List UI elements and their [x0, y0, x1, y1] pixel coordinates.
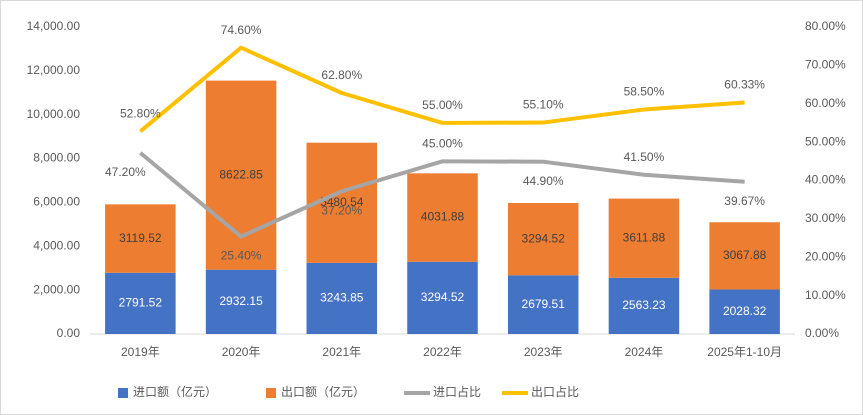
line-value-label: 74.60%: [221, 23, 262, 37]
y2-tick-label: 60.00%: [805, 96, 846, 110]
y2-tick-label: 70.00%: [805, 58, 846, 72]
legend-label: 进口占比: [433, 384, 481, 399]
bar-value-label: 2563.23: [622, 298, 666, 312]
bar-value-label: 3119.52: [119, 231, 162, 245]
line-value-label: 58.50%: [624, 85, 665, 99]
line-value-label: 52.80%: [120, 107, 161, 121]
x-tick-label: 2023年: [524, 345, 563, 359]
y-tick-label: 12,000.00: [27, 63, 81, 77]
legend-label: 进口额（亿元）: [133, 384, 217, 399]
bar-value-label: 4031.88: [421, 210, 465, 224]
line-value-label: 60.33%: [724, 78, 765, 92]
line-value-label: 47.20%: [105, 165, 146, 179]
bar: [608, 277, 680, 334]
y2-tick-label: 10.00%: [805, 288, 846, 302]
bar: [306, 262, 378, 334]
y2-tick-label: 20.00%: [805, 249, 846, 263]
line-value-label: 55.00%: [422, 98, 463, 112]
x-tick-label: 2020年: [222, 345, 261, 359]
x-tick-label: 2022年: [423, 345, 462, 359]
y-tick-label: 10,000.00: [27, 107, 81, 121]
bar: [608, 198, 680, 278]
legend-label: 出口占比: [531, 384, 579, 399]
y-tick-label: 6,000.00: [33, 195, 80, 209]
x-tick-label: 2021年: [322, 345, 361, 359]
line-value-label: 37.20%: [321, 203, 362, 217]
bar-value-label: 3243.85: [320, 291, 364, 305]
x-tick-label: 2025年1-10月: [707, 345, 782, 359]
bar-value-label: 3067.88: [723, 248, 767, 262]
y2-tick-label: 80.00%: [805, 19, 846, 33]
line-value-label: 41.50%: [624, 150, 665, 164]
bar: [407, 173, 478, 262]
y-tick-label: 14,000.00: [27, 19, 81, 33]
bar-value-label: 8622.85: [219, 167, 263, 181]
bar-value-label: 2932.15: [219, 294, 263, 308]
bar-value-label: 3294.52: [421, 290, 465, 304]
line-value-label: 55.10%: [523, 98, 564, 112]
y2-tick-label: 0.00%: [805, 326, 839, 340]
line-value-label: 25.40%: [221, 249, 262, 263]
legend-swatch: [118, 388, 128, 398]
line-value-label: 45.00%: [422, 136, 463, 150]
line-series: [139, 45, 745, 133]
legend-label: 出口额（亿元）: [281, 384, 365, 399]
bar-value-label: 2679.51: [522, 297, 566, 311]
bar: [709, 222, 780, 290]
bar: [105, 272, 176, 334]
bar: [709, 289, 780, 334]
bar-value-label: 2028.32: [723, 304, 767, 318]
bar-value-label: 5480.54: [320, 195, 364, 209]
y-tick-label: 2,000.00: [33, 282, 80, 296]
bar-value-label: 3611.88: [623, 230, 666, 244]
bar: [507, 202, 579, 276]
line-series: [139, 151, 745, 239]
x-tick-label: 2024年: [625, 345, 664, 359]
bar-value-label: 2791.52: [119, 296, 163, 310]
y-tick-label: 8,000.00: [33, 151, 80, 165]
bar: [205, 269, 277, 334]
legend-swatch: [266, 388, 276, 398]
line-value-label: 44.90%: [523, 174, 564, 188]
y2-tick-label: 50.00%: [805, 134, 846, 148]
y-tick-label: 4,000.00: [33, 238, 80, 252]
y-tick-label: 0.00: [57, 326, 81, 340]
bar: [407, 261, 478, 334]
line-value-label: 62.80%: [321, 68, 362, 82]
x-tick-label: 2019年: [121, 345, 160, 359]
bar: [507, 275, 579, 334]
bar: [105, 204, 176, 273]
line-value-label: 39.67%: [724, 194, 765, 208]
bar-value-label: 3294.52: [522, 231, 566, 245]
y2-tick-label: 30.00%: [805, 211, 846, 225]
y2-tick-label: 40.00%: [805, 173, 846, 187]
